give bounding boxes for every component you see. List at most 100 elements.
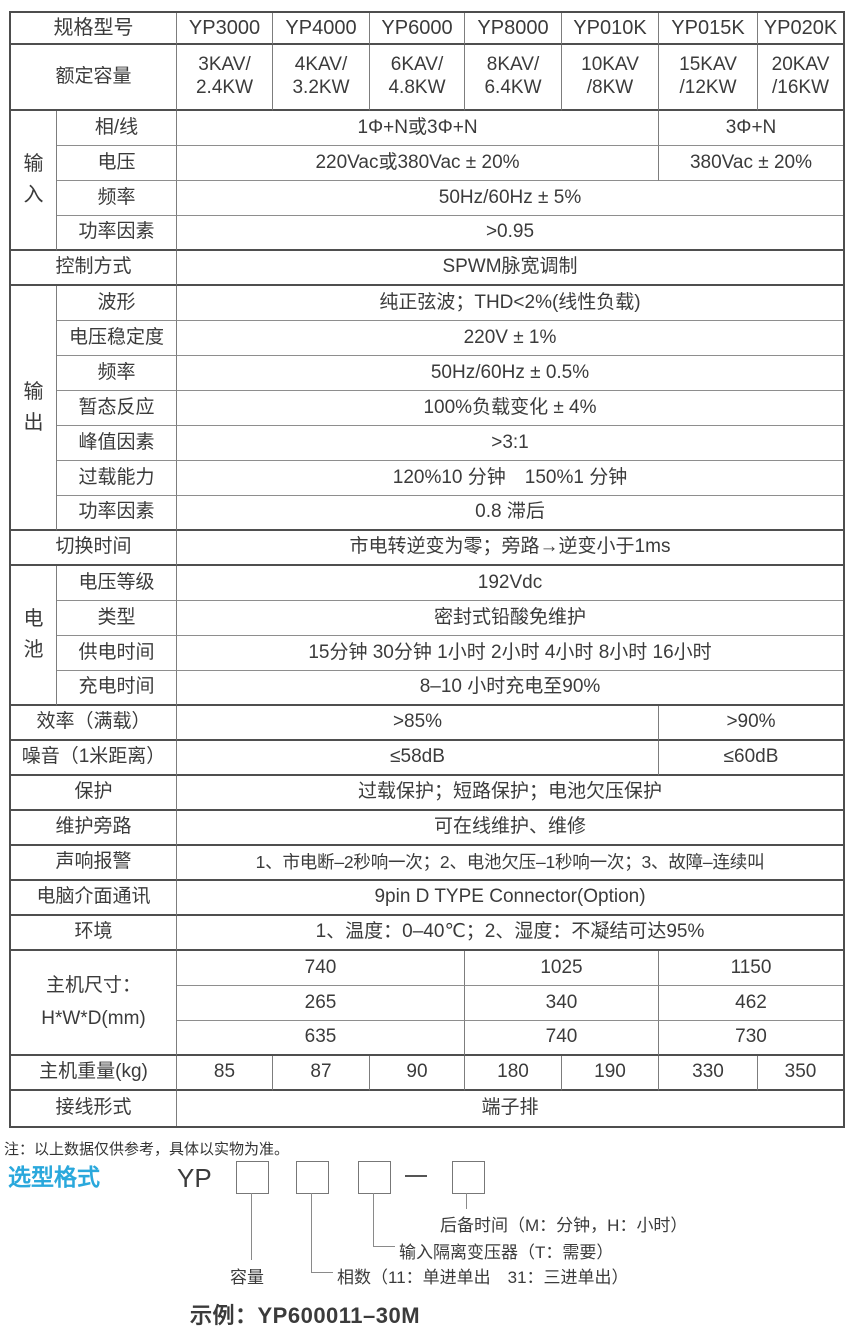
order-box-capacity (236, 1161, 269, 1194)
row-value: 过载保护；短路保护；电池欠压保护 (177, 776, 843, 811)
weight-cell: 90 (370, 1056, 465, 1091)
spec-table: 规格型号 YP3000 YP4000 YP6000 YP8000 YP010K … (9, 11, 845, 1128)
model-header: YP020K (758, 13, 843, 45)
connector-line (373, 1246, 395, 1247)
row-value: ≤58dB (177, 741, 659, 776)
dimension-cell: 1025 (465, 951, 659, 986)
connector-line (373, 1193, 374, 1247)
row-value: 可在线维护、维修 (177, 811, 843, 846)
row-label: 过载能力 (57, 461, 177, 496)
model-header: YP6000 (370, 13, 465, 45)
row-label: 电压稳定度 (57, 321, 177, 356)
header-label: 规格型号 (11, 13, 177, 45)
phase-label: 相数（11：单进单出 31：三进单出） (337, 1268, 629, 1287)
row-value: >85% (177, 706, 659, 741)
row-label: 电压 (57, 146, 177, 181)
row-value: 50Hz/60Hz ± 5% (177, 181, 843, 216)
wiring-label: 接线形式 (11, 1091, 177, 1126)
row-label: 切换时间 (11, 531, 177, 566)
row-label: 类型 (57, 601, 177, 636)
dimension-cell: 340 (465, 986, 659, 1021)
capacity-cell: 15KAV /12KW (659, 45, 758, 111)
weight-cell: 350 (758, 1056, 843, 1091)
row-label: 效率（满载） (11, 706, 177, 741)
output-group-label: 输 出 (11, 286, 57, 531)
connector-line (251, 1193, 252, 1260)
dimension-cell: 265 (177, 986, 465, 1021)
row-value: 220Vac或380Vac ± 20% (177, 146, 659, 181)
wiring-value: 端子排 (481, 1097, 539, 1119)
weight-cell: 330 (659, 1056, 758, 1091)
row-label: 相/线 (57, 111, 177, 146)
dimension-cell: 1150 (659, 951, 843, 986)
row-value: 1Φ+N或3Φ+N (177, 111, 659, 146)
capacity-cell: 4KAV/ 3.2KW (273, 45, 370, 111)
dimension-cell: 740 (177, 951, 465, 986)
row-value: 纯正弦波；THD<2%(线性负载) (177, 286, 843, 321)
model-header: YP010K (562, 13, 659, 45)
row-value: 0.8 滞后 (177, 496, 843, 531)
row-label: 频率 (57, 181, 177, 216)
row-value: 1、温度：0–40℃；2、湿度：不凝结可达95% (177, 916, 843, 951)
row-value: 8–10 小时充电至90% (177, 671, 843, 706)
transformer-label: 输入隔离变压器（T：需要） (399, 1243, 614, 1262)
row-label: 声响报警 (11, 846, 177, 881)
row-value: 50Hz/60Hz ± 0.5% (177, 356, 843, 391)
weight-label: 主机重量(kg) (11, 1056, 177, 1091)
model-header: YP8000 (465, 13, 562, 45)
capacity-diagram-label: 容量 (230, 1268, 264, 1287)
dimensions-label: 主机尺寸： H*W*D(mm) (11, 951, 177, 1056)
capacity-cell: 3KAV/ 2.4KW (177, 45, 273, 111)
row-value: 192Vdc (177, 566, 843, 601)
row-label: 频率 (57, 356, 177, 391)
row-value: >3:1 (177, 426, 843, 461)
row-value: 9pin D TYPE Connector(Option) (177, 881, 843, 916)
row-value-right: ≤60dB (659, 741, 843, 776)
dimension-cell: 635 (177, 1021, 465, 1056)
row-value: 15分钟 30分钟 1小时 2小时 4小时 8小时 16小时 (177, 636, 843, 671)
model-header: YP3000 (177, 13, 273, 45)
example-model: 示例：YP600011–30M (190, 1303, 421, 1328)
capacity-cell: 8KAV/ 6.4KW (465, 45, 562, 111)
row-label: 噪音（1米距离） (11, 741, 177, 776)
weight-cell: 87 (273, 1056, 370, 1091)
connector-line (311, 1272, 333, 1273)
connector-line (466, 1193, 467, 1209)
row-value: SPWM脉宽调制 (177, 251, 843, 286)
row-label: 维护旁路 (11, 811, 177, 846)
backup-time-label: 后备时间（M：分钟，H：小时） (440, 1216, 688, 1235)
dash-separator (405, 1175, 427, 1177)
row-label: 控制方式 (11, 251, 177, 286)
row-label: 环境 (11, 916, 177, 951)
battery-group-label: 电 池 (11, 566, 57, 706)
dimension-cell: 740 (465, 1021, 659, 1056)
capacity-label: 额定容量 (11, 45, 177, 111)
row-label: 功率因素 (57, 496, 177, 531)
row-label: 供电时间 (57, 636, 177, 671)
row-value: 1、市电断–2秒响一次；2、电池欠压–1秒响一次；3、故障–连续叫 (177, 846, 843, 881)
row-value: 密封式铅酸免维护 (177, 601, 843, 636)
row-label: 电脑介面通讯 (11, 881, 177, 916)
row-label: 充电时间 (57, 671, 177, 706)
row-value: 120%10 分钟 150%1 分钟 (177, 461, 843, 496)
model-header: YP4000 (273, 13, 370, 45)
row-value: >0.95 (177, 216, 843, 251)
row-value: 100%负载变化 ± 4% (177, 391, 843, 426)
row-label: 电压等级 (57, 566, 177, 601)
dimension-cell: 462 (659, 986, 843, 1021)
footnote: 注：以上数据仅供参考，具体以实物为准。 (4, 1141, 290, 1158)
order-box-transformer (358, 1161, 391, 1194)
row-value-right: 380Vac ± 20% (659, 146, 843, 181)
capacity-cell: 20KAV /16KW (758, 45, 843, 111)
row-value-right: 3Φ+N (659, 111, 843, 146)
capacity-cell: 10KAV /8KW (562, 45, 659, 111)
weight-cell: 180 (465, 1056, 562, 1091)
row-label: 功率因素 (57, 216, 177, 251)
row-label: 暂态反应 (57, 391, 177, 426)
input-group-label: 输 入 (11, 111, 57, 251)
row-label: 峰值因素 (57, 426, 177, 461)
row-label: 保护 (11, 776, 177, 811)
model-header: YP015K (659, 13, 758, 45)
weight-cell: 85 (177, 1056, 273, 1091)
